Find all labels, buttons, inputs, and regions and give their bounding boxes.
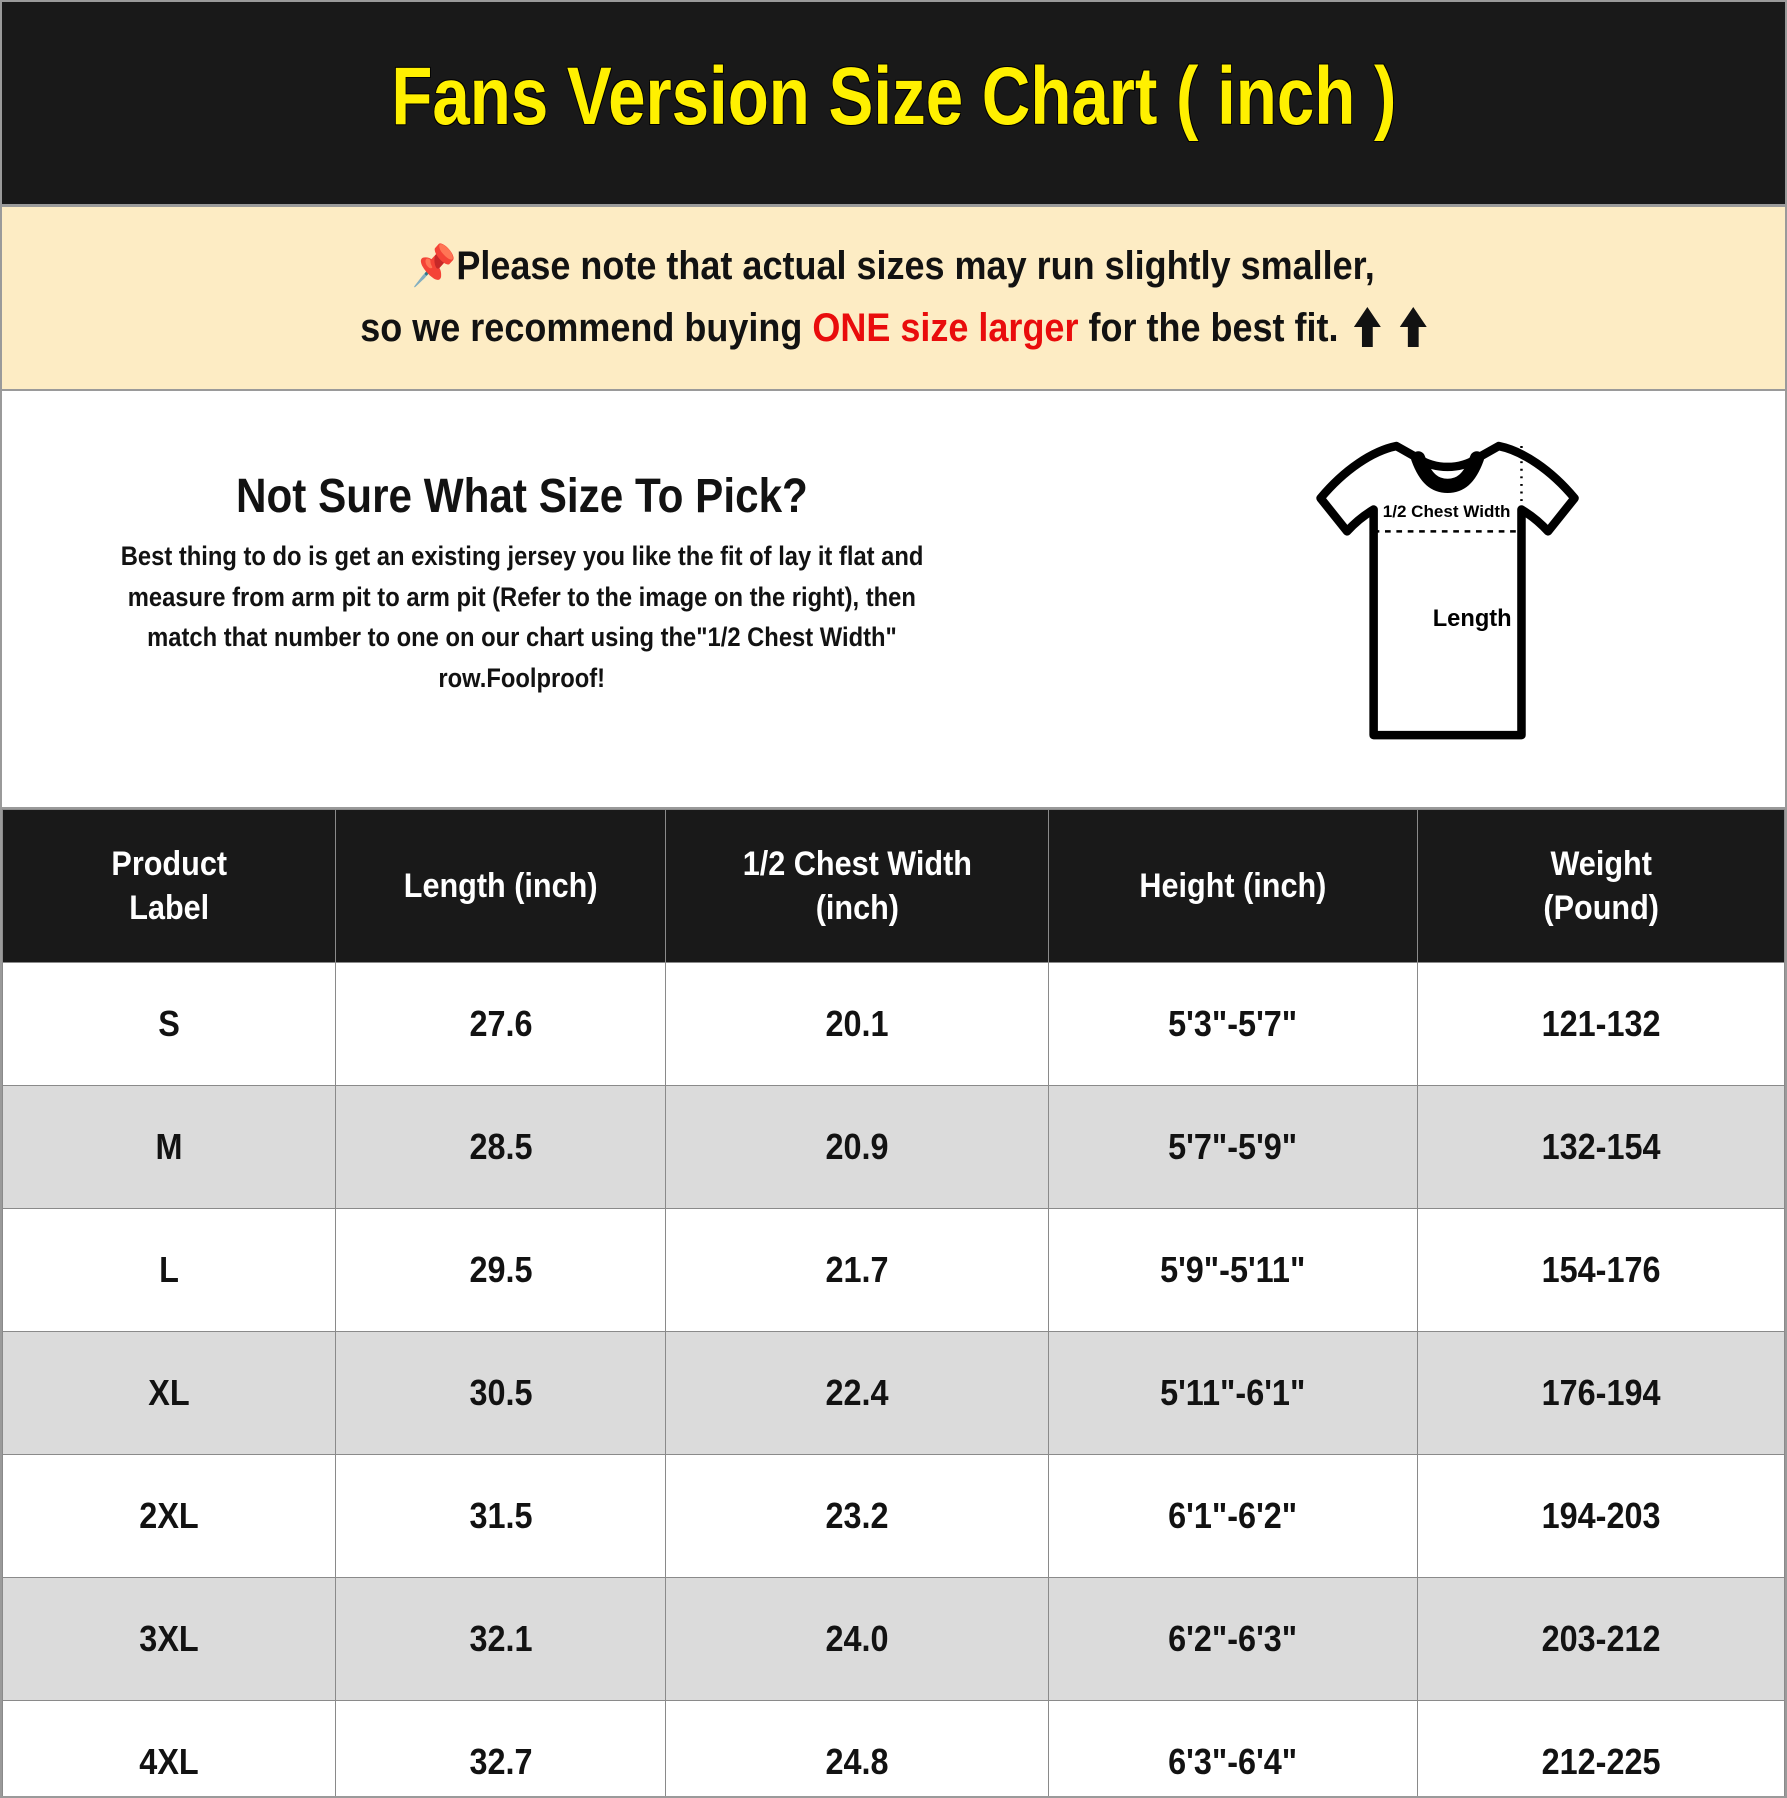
svg-text:1/2 Chest Width: 1/2 Chest Width <box>1383 502 1511 521</box>
svg-text:Length: Length <box>1433 606 1512 632</box>
